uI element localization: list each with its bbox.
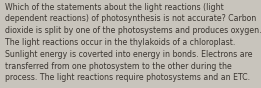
Text: Which of the statements about the light reactions (light
dependent reactions) of: Which of the statements about the light … [5, 3, 261, 82]
